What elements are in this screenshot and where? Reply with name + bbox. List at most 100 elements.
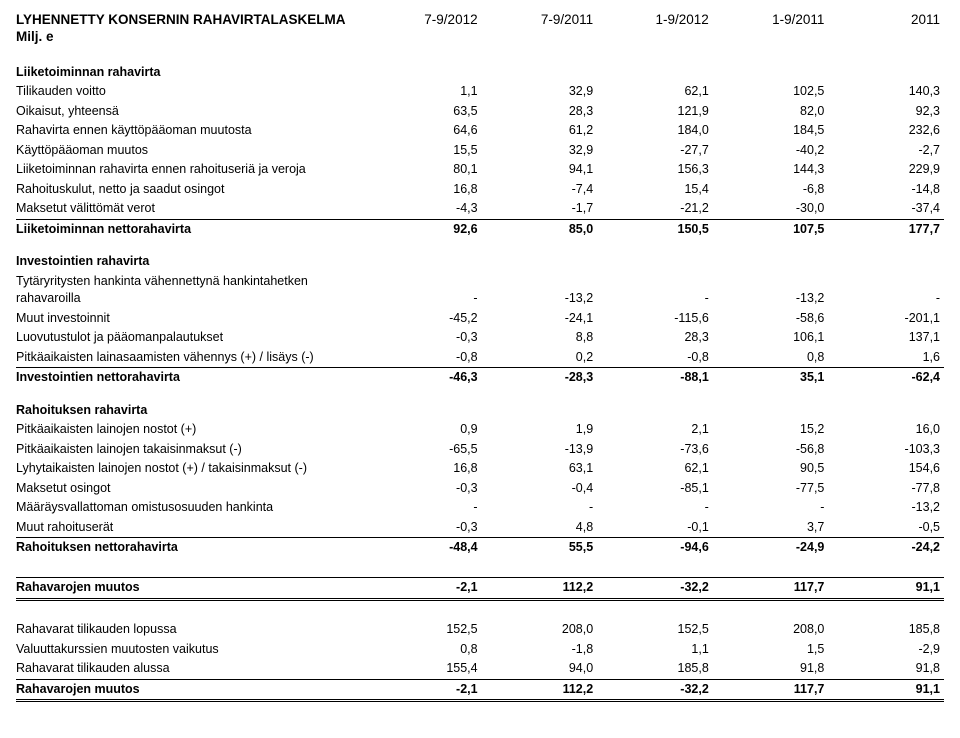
section-1-row-0: Tytäryritysten hankinta vähennettynä han… [16, 272, 944, 309]
section-0-row-1-v4: 92,3 [828, 102, 944, 122]
section-2-row-4: Määräysvallattoman omistusosuuden hankin… [16, 498, 944, 518]
bottom-row-0-v0: 152,5 [366, 620, 482, 640]
section-2-row-0-v3: 15,2 [713, 420, 829, 440]
section-2-net-v3: -24,9 [713, 538, 829, 558]
change-total-2-v3: 117,7 [713, 679, 829, 701]
section-0-row-5-v4: -14,8 [828, 180, 944, 200]
section-1-title-v0 [366, 239, 482, 272]
section-0-row-4-v1: 94,1 [482, 160, 598, 180]
section-0-row-4-v0: 80,1 [366, 160, 482, 180]
section-1-row-1: Muut investoinnit-45,2-24,1-115,6-58,6-2… [16, 309, 944, 329]
section-0-row-1-v1: 28,3 [482, 102, 598, 122]
section-1-row-3-v4: 1,6 [828, 348, 944, 368]
section-2-row-5-label: Muut rahoituserät [16, 518, 366, 538]
bottom-row-0-v4: 185,8 [828, 620, 944, 640]
section-2-row-1-v0: -65,5 [366, 440, 482, 460]
section-0-row-3-v0: 15,5 [366, 141, 482, 161]
bottom-row-1-v1: -1,8 [482, 640, 598, 660]
section-0-row-6-v4: -37,4 [828, 199, 944, 219]
section-2-row-3-v2: -85,1 [597, 479, 713, 499]
section-1-row-3-v0: -0,8 [366, 348, 482, 368]
section-1-row-1-v2: -115,6 [597, 309, 713, 329]
section-2-row-0-v0: 0,9 [366, 420, 482, 440]
bottom-row-2: Rahavarat tilikauden alussa155,494,0185,… [16, 659, 944, 679]
section-2-title: Rahoituksen rahavirta [16, 388, 944, 421]
section-2-row-5-v3: 3,7 [713, 518, 829, 538]
section-0-row-4-v3: 144,3 [713, 160, 829, 180]
section-0-row-5-v1: -7,4 [482, 180, 598, 200]
change-total-1-v0: -2,1 [366, 578, 482, 600]
section-1-title-v3 [713, 239, 829, 272]
bottom-row-2-v1: 94,0 [482, 659, 598, 679]
section-1-row-0-v1: -13,2 [482, 272, 598, 309]
section-2-row-1-v3: -56,8 [713, 440, 829, 460]
section-0-row-4-v2: 156,3 [597, 160, 713, 180]
section-0-row-3-v4: -2,7 [828, 141, 944, 161]
section-1-net-v3: 35,1 [713, 368, 829, 388]
section-1-row-0-v3: -13,2 [713, 272, 829, 309]
section-1-title-v2 [597, 239, 713, 272]
section-1-row-0-v4: - [828, 272, 944, 309]
section-2-row-4-v4: -13,2 [828, 498, 944, 518]
section-0-title-label: Liiketoiminnan rahavirta [16, 50, 366, 83]
section-2-row-2-v0: 16,8 [366, 459, 482, 479]
section-2-net-v4: -24,2 [828, 538, 944, 558]
section-0-title-v1 [482, 50, 598, 83]
section-2-row-1-v2: -73,6 [597, 440, 713, 460]
change-total-2: Rahavarojen muutos-2,1112,2-32,2117,791,… [16, 679, 944, 701]
section-2-net: Rahoituksen nettorahavirta-48,455,5-94,6… [16, 538, 944, 558]
section-2-row-1-v4: -103,3 [828, 440, 944, 460]
section-1-row-2: Luovutustulot ja pääomanpalautukset-0,38… [16, 328, 944, 348]
section-1-row-0-v0: - [366, 272, 482, 309]
section-0-row-1-label: Oikaisut, yhteensä [16, 102, 366, 122]
section-2-row-4-v1: - [482, 498, 598, 518]
section-1-row-3: Pitkäaikaisten lainasaamisten vähennys (… [16, 348, 944, 368]
change-total-2-label: Rahavarojen muutos [16, 679, 366, 701]
section-1-row-0-v2: - [597, 272, 713, 309]
section-0-row-4-label: Liiketoiminnan rahavirta ennen rahoituse… [16, 160, 366, 180]
bottom-row-1-v4: -2,9 [828, 640, 944, 660]
section-2-row-2-v1: 63,1 [482, 459, 598, 479]
section-0-row-1-v2: 121,9 [597, 102, 713, 122]
section-0-row-5: Rahoituskulut, netto ja saadut osingot16… [16, 180, 944, 200]
section-0-net: Liiketoiminnan nettorahavirta92,685,0150… [16, 219, 944, 239]
bottom-row-1-v2: 1,1 [597, 640, 713, 660]
section-1-row-2-v0: -0,3 [366, 328, 482, 348]
section-0-net-v4: 177,7 [828, 219, 944, 239]
bottom-row-0-v1: 208,0 [482, 620, 598, 640]
change-total-1-v3: 117,7 [713, 578, 829, 600]
change-total-1: Rahavarojen muutos-2,1112,2-32,2117,791,… [16, 578, 944, 600]
section-0-row-0-v2: 62,1 [597, 82, 713, 102]
section-1-row-2-label: Luovutustulot ja pääomanpalautukset [16, 328, 366, 348]
section-2-row-5-v0: -0,3 [366, 518, 482, 538]
section-2-net-v2: -94,6 [597, 538, 713, 558]
section-0-row-0-v0: 1,1 [366, 82, 482, 102]
cashflow-table: Liiketoiminnan rahavirtaTilikauden voitt… [16, 50, 944, 703]
period-col-2: 1-9/2012 [597, 12, 713, 27]
section-0-row-2-v1: 61,2 [482, 121, 598, 141]
section-0-row-2-v3: 184,5 [713, 121, 829, 141]
bottom-row-0-v3: 208,0 [713, 620, 829, 640]
title-line2: Milj. e [16, 29, 54, 44]
section-1-net-v4: -62,4 [828, 368, 944, 388]
section-1-row-1-v1: -24,1 [482, 309, 598, 329]
section-1-net-label: Investointien nettorahavirta [16, 368, 366, 388]
bottom-row-0: Rahavarat tilikauden lopussa152,5208,015… [16, 620, 944, 640]
section-0-row-6-v0: -4,3 [366, 199, 482, 219]
section-1-row-2-v4: 137,1 [828, 328, 944, 348]
section-0-row-2-v4: 232,6 [828, 121, 944, 141]
section-0-net-v0: 92,6 [366, 219, 482, 239]
section-2-row-2-v3: 90,5 [713, 459, 829, 479]
section-0-net-label: Liiketoiminnan nettorahavirta [16, 219, 366, 239]
section-1-row-2-v2: 28,3 [597, 328, 713, 348]
section-0-net-v2: 150,5 [597, 219, 713, 239]
section-2-row-3-v1: -0,4 [482, 479, 598, 499]
section-2-row-2-v2: 62,1 [597, 459, 713, 479]
section-0-title: Liiketoiminnan rahavirta [16, 50, 944, 83]
change-total-2-v4: 91,1 [828, 679, 944, 701]
change-total-1-v2: -32,2 [597, 578, 713, 600]
section-2-row-1: Pitkäaikaisten lainojen takaisinmaksut (… [16, 440, 944, 460]
bottom-row-1-v0: 0,8 [366, 640, 482, 660]
section-0-row-6-v3: -30,0 [713, 199, 829, 219]
section-1-net: Investointien nettorahavirta-46,3-28,3-8… [16, 368, 944, 388]
